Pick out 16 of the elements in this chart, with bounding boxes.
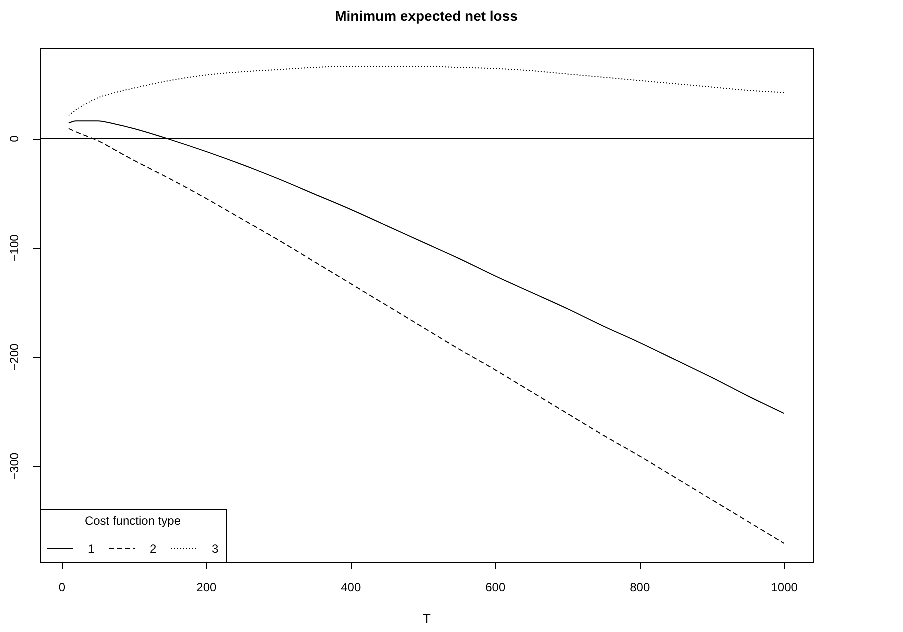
chart-title: Minimum expected net loss (335, 8, 518, 24)
legend-label: 3 (212, 542, 219, 556)
y-tick-label: −200 (8, 343, 22, 371)
x-tick-label: 0 (58, 580, 66, 594)
x-tick-label: 200 (196, 580, 217, 594)
y-tick-label: −100 (8, 234, 22, 262)
x-tick-label: 800 (630, 580, 650, 594)
legend-title: Cost function type (84, 514, 182, 528)
x-tick-label: 1000 (771, 580, 798, 594)
legend-label: 1 (88, 542, 95, 556)
x-axis-title: T (423, 612, 432, 626)
y-tick-label: 0 (8, 135, 22, 142)
y-tick-label: −300 (8, 452, 22, 480)
x-tick-label: 600 (486, 580, 506, 594)
x-tick-label: 400 (341, 580, 362, 594)
legend-label: 2 (150, 542, 157, 556)
